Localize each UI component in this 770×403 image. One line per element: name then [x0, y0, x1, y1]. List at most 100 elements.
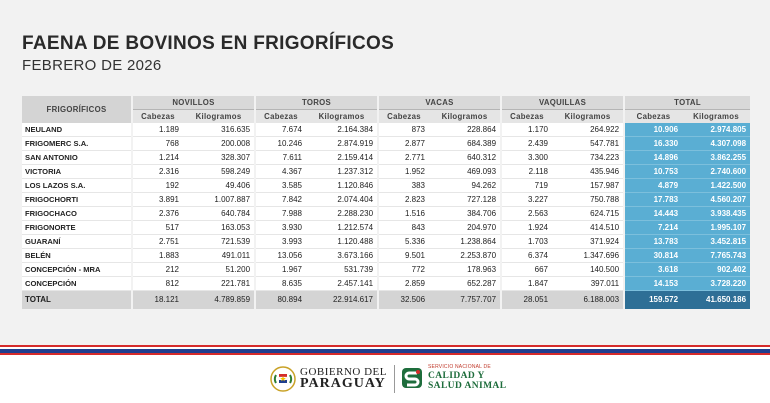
frigorifico-name: VICTORIA — [22, 164, 132, 179]
total-cell: 22.914.617 — [306, 290, 379, 309]
table-cell: 1.347.696 — [552, 248, 625, 263]
table-cell: 328.307 — [183, 150, 256, 165]
table-cell: 734.223 — [552, 150, 625, 165]
total-column-cell: 10.753 — [623, 164, 683, 179]
group-header-total: TOTAL — [623, 96, 751, 110]
table-body: NEULAND 1.189 316.635 7.674 2.164.384 873 228.… — [22, 123, 751, 291]
table-cell: 1.703 — [500, 234, 553, 249]
table-cell: 157.987 — [552, 178, 625, 193]
table-cell: 2.439 — [500, 136, 553, 151]
total-column-cell: 2.740.600 — [682, 164, 751, 179]
table-cell: 2.874.919 — [306, 136, 379, 151]
total-column-cell: 3.862.255 — [682, 150, 751, 165]
table-cell: 1.189 — [131, 123, 183, 137]
table-cell: 212 — [131, 262, 183, 277]
table-cell: 843 — [377, 220, 430, 235]
total-cell: 7.757.707 — [429, 290, 502, 309]
table-cell: 2.074.404 — [306, 192, 379, 207]
paraguay-label: PARAGUAY — [300, 376, 386, 391]
table-cell: 9.501 — [377, 248, 430, 263]
table-cell: 652.287 — [429, 276, 502, 291]
table-cell: 435.946 — [552, 164, 625, 179]
table-cell: 2.159.414 — [306, 150, 379, 165]
table-row: CONCEPCIÓN 812 221.781 8.635 2.457.141 2.859 6… — [22, 276, 751, 291]
total-cell: 32.506 — [377, 290, 430, 309]
subheader-cabezas: Cabezas — [131, 109, 183, 123]
flag-stripe-blue — [0, 349, 770, 353]
table-cell: 51.200 — [183, 262, 256, 277]
table-cell: 414.510 — [552, 220, 625, 235]
table-row: FRIGOMERC S.A. 768 200.008 10.246 2.874.919 2… — [22, 136, 751, 151]
table-cell: 2.823 — [377, 192, 430, 207]
frigorifico-name: FRIGONORTE — [22, 220, 132, 235]
table-cell: 192 — [131, 178, 183, 193]
total-cell: 18.121 — [131, 290, 183, 309]
group-header-toros: TOROS — [254, 96, 379, 110]
total-row: TOTAL 18.121 4.789.859 80.894 22.914.617… — [22, 290, 751, 309]
table-cell: 2.771 — [377, 150, 430, 165]
table-cell: 517 — [131, 220, 183, 235]
frigorificos-header: FRIGORÍFICOS — [22, 96, 132, 123]
total-cell: 28.051 — [500, 290, 553, 309]
table-cell: 3.930 — [254, 220, 307, 235]
total-column-cell: 3.938.435 — [682, 206, 751, 221]
table-cell: 8.635 — [254, 276, 307, 291]
total-column-cell: 16.330 — [623, 136, 683, 151]
table-cell: 94.262 — [429, 178, 502, 193]
table-cell: 7.988 — [254, 206, 307, 221]
table-cell: 719 — [500, 178, 553, 193]
table-cell: 1.007.887 — [183, 192, 256, 207]
table-cell: 49.406 — [183, 178, 256, 193]
total-column-cell: 14.896 — [623, 150, 683, 165]
table-cell: 2.164.384 — [306, 123, 379, 137]
table-cell: 1.120.488 — [306, 234, 379, 249]
total-column-cell: 30.814 — [623, 248, 683, 263]
table-row: GUARANÍ 2.751 721.539 3.993 1.120.488 5.336 1.… — [22, 234, 751, 249]
table-cell: 3.585 — [254, 178, 307, 193]
total-column-cell: 13.783 — [623, 234, 683, 249]
table-cell: 2.563 — [500, 206, 553, 221]
total-column-cell: 3.618 — [623, 262, 683, 277]
frigorifico-name: GUARANÍ — [22, 234, 132, 249]
total-column-cell: 17.783 — [623, 192, 683, 207]
table-cell: 772 — [377, 262, 430, 277]
table-cell: 1.237.312 — [306, 164, 379, 179]
total-column-cell: 2.974.805 — [682, 123, 751, 137]
table-row: FRIGOCHACO 2.376 640.784 7.988 2.288.230 1.51… — [22, 206, 751, 221]
table-cell: 1.516 — [377, 206, 430, 221]
table-cell: 6.374 — [500, 248, 553, 263]
group-header-novillos: NOVILLOS — [130, 96, 256, 110]
table-cell: 640.312 — [429, 150, 502, 165]
table-cell: 204.970 — [429, 220, 502, 235]
total-column-cell: 3.452.815 — [682, 234, 751, 249]
table-row: BELÉN 1.883 491.011 13.056 3.673.166 9.501 2.2… — [22, 248, 751, 263]
table-cell: 598.249 — [183, 164, 256, 179]
table-cell: 1.170 — [500, 123, 553, 137]
senacsa-line3: SALUD ANIMAL — [428, 381, 507, 391]
table-cell: 7.842 — [254, 192, 307, 207]
senacsa-logo-icon — [402, 368, 422, 388]
table-cell: 2.253.870 — [429, 248, 502, 263]
table-cell: 397.011 — [552, 276, 625, 291]
table-row: FRIGONORTE 517 163.053 3.930 1.212.574 843 204… — [22, 220, 751, 235]
total-cell: 4.789.859 — [183, 290, 256, 309]
table-cell: 1.924 — [500, 220, 553, 235]
group-header-vacas: VACAS — [377, 96, 502, 110]
table-cell: 2.376 — [131, 206, 183, 221]
table-cell: 383 — [377, 178, 430, 193]
frigorifico-name: CONCEPCIÓN - MRA — [22, 262, 132, 277]
table-cell: 316.635 — [183, 123, 256, 137]
table-cell: 873 — [377, 123, 430, 137]
table-cell: 2.457.141 — [306, 276, 379, 291]
frigorifico-name: NEULAND — [22, 123, 132, 137]
table-cell: 384.706 — [429, 206, 502, 221]
subheader-cabezas: Cabezas — [377, 109, 430, 123]
grand-total-cabezas: 159.572 — [623, 290, 683, 309]
table-row: CONCEPCIÓN - MRA 212 51.200 1.967 531.739 772… — [22, 262, 751, 277]
footer-logos: GOBIERNO DEL PARAGUAY SERVICIO NACIONAL … — [0, 355, 770, 403]
total-column-cell: 1.995.107 — [682, 220, 751, 235]
table-cell: 624.715 — [552, 206, 625, 221]
table-cell: 768 — [131, 136, 183, 151]
table-cell: 10.246 — [254, 136, 307, 151]
table-cell: 531.739 — [306, 262, 379, 277]
